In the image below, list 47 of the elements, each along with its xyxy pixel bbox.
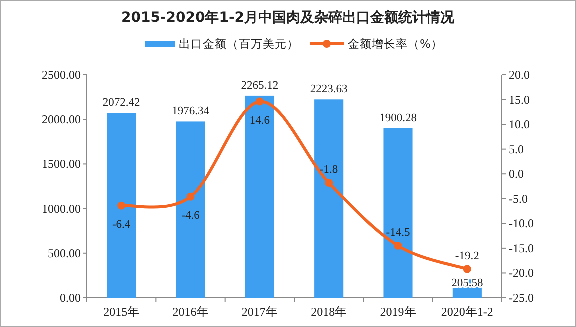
point bbox=[186, 192, 195, 201]
y2-tick-label: -10.0 bbox=[509, 216, 534, 231]
x-tick-label: 2020年1-2 bbox=[441, 305, 494, 319]
x-tick-label: 2019年 bbox=[380, 305, 416, 319]
y2-tick-label: 20.0 bbox=[509, 68, 530, 82]
y2-tick-label: 10.0 bbox=[509, 118, 530, 132]
y2-tick-label: 0.0 bbox=[509, 167, 524, 182]
chart-title: 2015-2020年1-2月中国肉及杂碎出口金额统计情况 bbox=[121, 9, 456, 26]
data-label: 14.6 bbox=[250, 114, 270, 127]
bar bbox=[176, 122, 206, 298]
x-tick-label: 2016年 bbox=[172, 305, 209, 319]
point bbox=[325, 179, 334, 188]
y-tick-label: 2500.00 bbox=[42, 68, 81, 82]
y2-tick-label: -25.0 bbox=[509, 291, 534, 305]
data-label: 2072.42 bbox=[102, 97, 141, 110]
y2-tick-label: -20.0 bbox=[509, 266, 534, 280]
x-tick-label: 2018年 bbox=[311, 305, 348, 319]
y2-tick-label: 15.0 bbox=[509, 92, 530, 107]
x-tick-label: 2017年 bbox=[242, 305, 278, 319]
legend-label: 出口金额（百万美元） bbox=[179, 37, 299, 51]
point bbox=[118, 202, 126, 210]
data-label: -1.8 bbox=[320, 164, 338, 176]
y2-tick-label: -5.0 bbox=[509, 192, 528, 206]
data-label: 1900.28 bbox=[380, 112, 418, 124]
point bbox=[463, 265, 472, 274]
point bbox=[256, 98, 264, 106]
bar bbox=[384, 128, 413, 298]
data-label: 1976.34 bbox=[172, 106, 210, 118]
data-label: -19.2 bbox=[455, 250, 480, 262]
y-tick-label: 500.00 bbox=[48, 246, 81, 260]
y-tick-label: 1500.00 bbox=[42, 157, 81, 172]
data-label: -6.4 bbox=[112, 218, 131, 231]
x-tick-label: 2015年 bbox=[104, 305, 140, 319]
y-tick-label: 0.00 bbox=[60, 291, 81, 305]
bar bbox=[245, 96, 274, 298]
y-tick-label: 2000.00 bbox=[42, 112, 81, 127]
bar bbox=[314, 100, 344, 298]
data-label: 2223.63 bbox=[310, 84, 348, 96]
legend-label: 金额增长率（%） bbox=[348, 37, 443, 51]
y2-tick-label: 5.0 bbox=[509, 142, 524, 156]
data-label: -4.6 bbox=[182, 210, 200, 222]
y-tick-label: 1000.00 bbox=[42, 202, 81, 216]
data-label: 2265.12 bbox=[241, 80, 279, 92]
point bbox=[394, 242, 402, 250]
bar bbox=[107, 113, 136, 298]
data-label: -14.5 bbox=[386, 226, 410, 239]
y2-tick-label: -15.0 bbox=[509, 241, 534, 256]
